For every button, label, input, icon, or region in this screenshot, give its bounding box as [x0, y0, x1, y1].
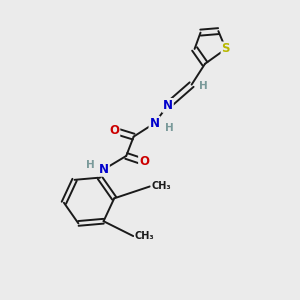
Text: N: N	[99, 163, 109, 176]
Text: O: O	[109, 124, 119, 137]
Text: H: H	[199, 81, 208, 91]
Text: H: H	[165, 123, 174, 133]
Text: CH₃: CH₃	[152, 182, 171, 191]
Text: N: N	[149, 117, 160, 130]
Text: H: H	[86, 160, 95, 170]
Text: N: N	[163, 99, 173, 112]
Text: O: O	[139, 155, 149, 168]
Text: S: S	[221, 42, 230, 56]
Text: CH₃: CH₃	[135, 231, 155, 241]
